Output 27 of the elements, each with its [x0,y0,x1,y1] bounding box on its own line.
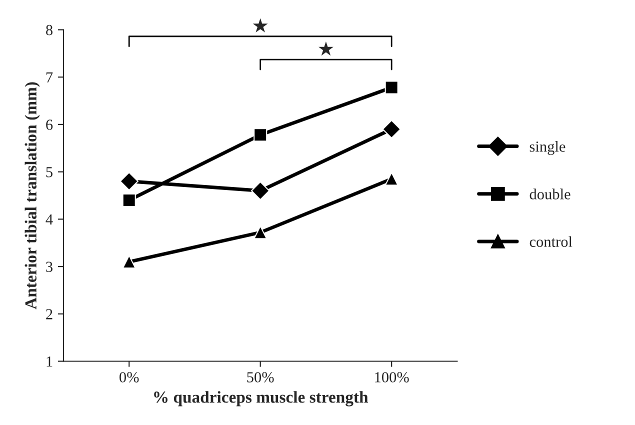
point [122,193,136,208]
y-tick-label: 1 [46,356,52,367]
y-tick-label: 5 [46,167,52,178]
y-tick-label: 3 [46,262,52,272]
point [384,80,398,94]
x-tick-label: 0% [120,372,139,382]
legend-label: single [530,141,566,155]
y-tick-label: 8 [46,24,52,36]
y-tick-label: 2 [46,309,52,320]
point [250,181,270,200]
point [384,172,398,186]
y-axis-title: Anterior tibial translation (mm) [24,82,40,310]
annotation: ★ [318,41,334,56]
legend-label: double [530,188,570,200]
y-tick-label: 7 [46,72,53,82]
legend-label: control [530,236,572,247]
point [122,255,136,269]
point [382,120,401,139]
y-tick-label: 4 [46,214,53,224]
point [254,226,268,240]
x-tick-label: 100% [375,372,409,382]
point [120,172,138,191]
x-axis-title: % quadriceps muscle strength [154,391,368,406]
y-tick-label: 6 [46,120,53,130]
annotation: ★ [252,18,268,32]
x-tick-label: 50% [247,372,274,382]
point [254,128,268,142]
